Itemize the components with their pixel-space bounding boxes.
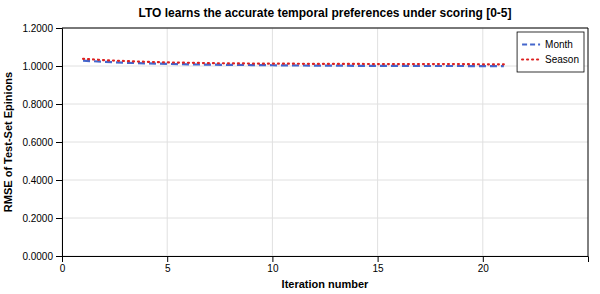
x-tick: 5: [165, 256, 171, 274]
y-axis: 0.0000 0.2000 0.4000 0.6000 0.8000 1.0000 1.20…: [22, 23, 62, 262]
y-tick-mark: [56, 104, 62, 105]
x-tick: 20: [478, 256, 490, 274]
y-grid-line: [62, 142, 588, 143]
x-axis: 0 5 10 15 20: [60, 256, 589, 274]
legend-swatch: [522, 58, 540, 60]
y-tick-label: 0.4000: [22, 175, 53, 186]
y-axis-title: RMSE of Test-Set Epinions: [2, 72, 14, 212]
legend-item: Month: [522, 39, 573, 50]
y-tick-mark: [56, 142, 62, 143]
x-tick: 10: [267, 256, 279, 274]
y-tick: 0.4000: [22, 175, 62, 186]
series-line: [83, 59, 504, 65]
x-axis-title: Iteration number: [282, 278, 370, 290]
legend: Month Season: [517, 32, 584, 72]
x-tick: 15: [373, 256, 385, 274]
legend-swatch: [522, 43, 540, 45]
y-tick-mark: [56, 66, 62, 67]
y-tick: 1.0000: [22, 61, 62, 72]
x-axis-line: [63, 257, 589, 263]
lines: [83, 59, 504, 66]
legend-label: Month: [545, 39, 573, 50]
x-grid-line: [377, 28, 378, 256]
y-tick-label: 0.2000: [22, 213, 53, 224]
chart-svg: 0 5 10 15 20 0.0000 0.2000 0.4000 0.6000 0.8000 1.…: [0, 0, 600, 294]
plot-frame-top: [62, 28, 588, 29]
x-tick-label: 15: [373, 263, 385, 274]
y-tick-mark: [56, 28, 62, 29]
legend-box: [517, 32, 584, 72]
y-axis-line: [56, 29, 63, 257]
y-tick: 0.8000: [22, 99, 62, 110]
legend-label: Season: [545, 54, 579, 65]
x-tick-mark: [483, 256, 484, 262]
chart-container: 0 5 10 15 20 0.0000 0.2000 0.4000 0.6000 0.8000 1.…: [0, 0, 600, 294]
grid: [62, 28, 588, 256]
y-tick-mark: [56, 180, 62, 181]
y-tick: 1.2000: [22, 23, 62, 34]
y-grid-line: [62, 180, 588, 181]
y-tick: 0.6000: [22, 137, 62, 148]
y-tick-mark: [56, 256, 62, 257]
y-grid-line: [62, 28, 588, 29]
y-tick-label: 0.8000: [22, 99, 53, 110]
x-grid-line: [482, 28, 483, 256]
y-grid-line: [62, 104, 588, 105]
plot-frame-right: [588, 28, 589, 256]
x-tick-mark: [167, 256, 168, 262]
y-tick-label: 1.2000: [22, 23, 53, 34]
y-tick-mark: [56, 218, 62, 219]
y-tick-label: 1.0000: [22, 61, 53, 72]
y-tick-label: 0.6000: [22, 137, 53, 148]
x-grid-line: [272, 28, 273, 256]
x-tick-mark: [378, 256, 379, 262]
x-tick: 0: [60, 256, 66, 274]
y-grid-line: [62, 218, 588, 219]
y-tick-label: 0.0000: [22, 251, 53, 262]
chart-title: LTO learns the accurate temporal prefere…: [138, 6, 511, 20]
x-tick-label: 10: [267, 263, 279, 274]
x-tick-label: 20: [478, 263, 490, 274]
legend-item: Season: [522, 54, 579, 65]
plot-area: 0 5 10 15 20 0.0000 0.2000 0.4000 0.6000 0.8000 1.…: [22, 23, 588, 274]
x-tick-mark: [272, 256, 273, 262]
x-tick-label: 0: [60, 263, 66, 274]
y-tick: 0.0000: [22, 251, 62, 262]
y-tick: 0.2000: [22, 213, 62, 224]
x-tick-label: 5: [165, 263, 171, 274]
